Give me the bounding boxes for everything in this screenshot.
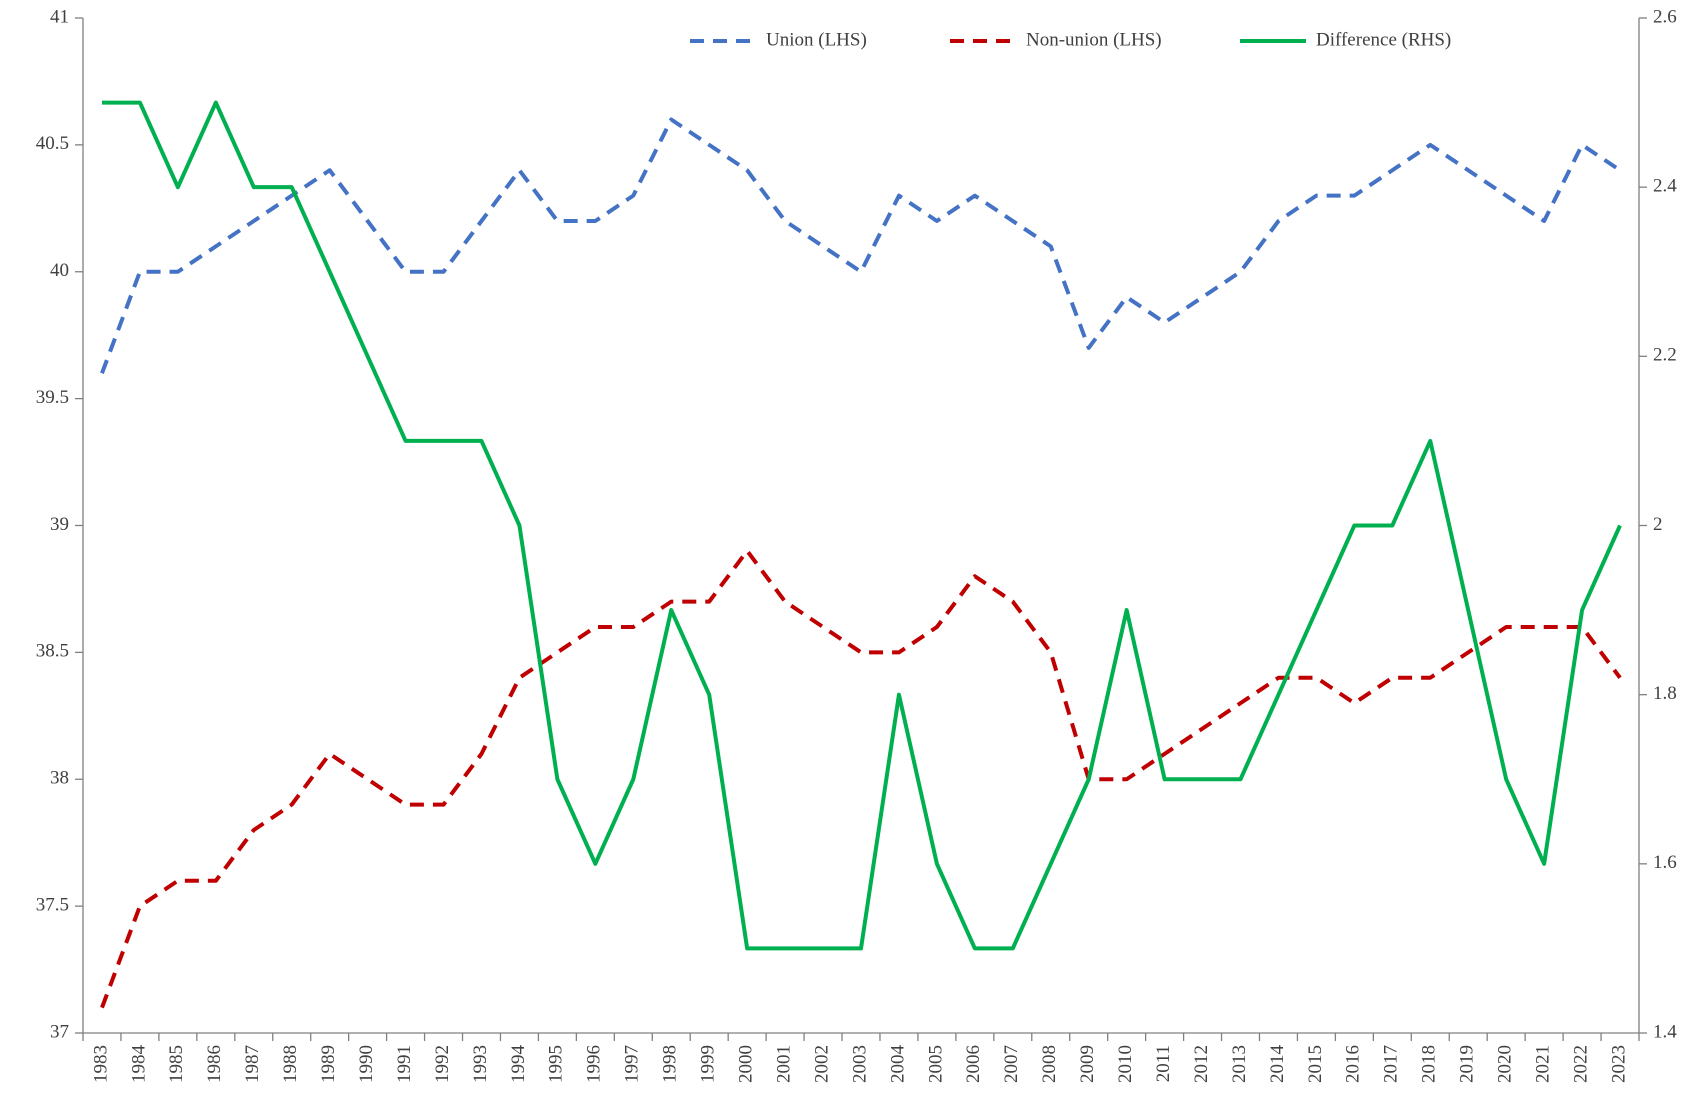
y2-tick-label: 2.4 (1653, 176, 1677, 197)
x-tick-label: 1998 (660, 1045, 681, 1083)
x-tick-label: 1986 (204, 1045, 225, 1083)
y-tick-label: 38 (50, 768, 69, 789)
y2-tick-label: 1.8 (1653, 683, 1677, 704)
x-tick-label: 1984 (128, 1045, 149, 1084)
x-tick-label: 2004 (887, 1045, 908, 1084)
x-tick-label: 2022 (1570, 1045, 1591, 1083)
x-tick-label: 2018 (1419, 1045, 1440, 1083)
y2-tick-label: 2.2 (1653, 345, 1677, 366)
x-tick-label: 2011 (1153, 1045, 1174, 1082)
x-tick-label: 1999 (698, 1045, 719, 1083)
x-tick-label: 2000 (736, 1045, 757, 1083)
x-tick-label: 2010 (1115, 1045, 1136, 1083)
y-tick-label: 38.5 (36, 641, 69, 662)
x-tick-label: 2005 (925, 1045, 946, 1083)
x-tick-label: 2014 (1267, 1045, 1288, 1084)
x-tick-label: 2021 (1532, 1045, 1553, 1083)
x-tick-label: 2001 (773, 1045, 794, 1083)
series-line (101, 100, 1622, 951)
x-tick-label: 2012 (1191, 1045, 1212, 1083)
x-tick-label: 1989 (318, 1045, 339, 1083)
series-line (100, 548, 1622, 1009)
y-tick-label: 40.5 (36, 133, 69, 154)
x-tick-label: 2007 (1001, 1045, 1022, 1083)
x-tick-label: 2015 (1305, 1045, 1326, 1083)
legend-label: Non-union (LHS) (1026, 29, 1162, 50)
y2-tick-label: 2.6 (1653, 6, 1677, 27)
y-tick-label: 40 (50, 260, 69, 281)
x-tick-label: 2019 (1457, 1045, 1478, 1083)
x-tick-label: 1985 (166, 1045, 187, 1083)
x-tick-label: 2023 (1608, 1045, 1629, 1083)
x-tick-label: 2020 (1495, 1045, 1516, 1083)
series-line (100, 117, 1622, 374)
y2-tick-label: 1.4 (1653, 1021, 1677, 1042)
x-tick-label: 2016 (1343, 1045, 1364, 1083)
x-tick-label: 1995 (546, 1045, 567, 1083)
y-tick-label: 41 (50, 6, 69, 27)
x-tick-label: 1990 (356, 1045, 377, 1083)
y2-tick-label: 1.6 (1653, 852, 1677, 873)
x-tick-label: 1983 (90, 1045, 111, 1083)
y-tick-label: 37 (50, 1021, 69, 1042)
x-tick-label: 2009 (1077, 1045, 1098, 1083)
x-tick-label: 1993 (470, 1045, 491, 1083)
x-tick-label: 1988 (280, 1045, 301, 1083)
y-tick-label: 37.5 (36, 894, 69, 915)
y-tick-label: 39.5 (36, 387, 69, 408)
x-tick-label: 2008 (1039, 1045, 1060, 1083)
x-tick-label: 1994 (508, 1045, 529, 1084)
x-tick-label: 2006 (963, 1045, 984, 1083)
y-tick-label: 39 (50, 514, 69, 535)
x-tick-label: 1992 (432, 1045, 453, 1083)
x-tick-label: 1987 (242, 1045, 263, 1083)
legend-label: Difference (RHS) (1316, 29, 1451, 50)
x-tick-label: 2002 (811, 1045, 832, 1083)
x-tick-label: 1991 (394, 1045, 415, 1083)
x-tick-label: 2013 (1229, 1045, 1250, 1083)
legend-label: Union (LHS) (766, 29, 867, 50)
x-tick-label: 2003 (849, 1045, 870, 1083)
y2-tick-label: 2 (1653, 514, 1663, 535)
x-tick-label: 1997 (622, 1045, 643, 1083)
x-tick-label: 1996 (584, 1045, 605, 1083)
x-tick-label: 2017 (1381, 1045, 1402, 1083)
